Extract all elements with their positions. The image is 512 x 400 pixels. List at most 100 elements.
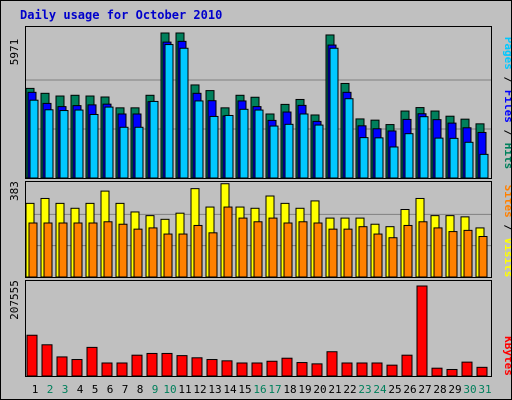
day-label: 7 (122, 383, 129, 396)
bar-pages (254, 109, 264, 179)
bar-kbytes (116, 362, 128, 377)
bar-sites (88, 222, 98, 278)
bar-sites (343, 228, 353, 278)
bar-sites (103, 221, 113, 278)
bar-sites (448, 231, 458, 278)
bar-kbytes (236, 362, 248, 377)
bar-kbytes (56, 356, 68, 377)
day-label: 1 (32, 383, 39, 396)
bar-sites (223, 206, 233, 278)
day-label: 20 (313, 383, 326, 396)
legend-files: Files (502, 90, 511, 123)
bar-pages (164, 44, 174, 179)
bar-sites (418, 221, 428, 278)
bar-kbytes (386, 364, 398, 377)
day-label: 31 (478, 383, 491, 396)
legend-kbytes: KBytes (502, 336, 511, 376)
day-label: 4 (77, 383, 84, 396)
bar-kbytes (416, 285, 428, 377)
bar-sites (148, 227, 158, 278)
kbytes-panel: 207555 KBytes (8, 280, 511, 377)
day-label: 14 (223, 383, 237, 396)
y-tick-visits: 383 (8, 181, 21, 201)
bar-sites (463, 229, 473, 278)
legend-hits: Hits (502, 143, 511, 170)
bar-pages (299, 113, 309, 179)
bar-sites (58, 222, 68, 278)
bar-pages (239, 108, 249, 179)
bar-sites (298, 221, 308, 278)
bar-pages (419, 116, 429, 179)
bar-pages (329, 47, 339, 179)
bar-pages (464, 141, 474, 179)
bar-sites (193, 224, 203, 278)
day-label: 15 (238, 383, 251, 396)
y-tick-kbytes: 207555 (8, 280, 21, 320)
day-label: 2 (47, 383, 54, 396)
bar-kbytes (131, 354, 143, 377)
bar-sites (328, 228, 338, 278)
bar-pages (224, 114, 234, 179)
day-label: 24 (373, 383, 387, 396)
day-label: 10 (163, 383, 176, 396)
bar-sites (283, 222, 293, 278)
bar-kbytes (371, 362, 383, 377)
bar-kbytes (191, 357, 203, 377)
bar-kbytes (176, 355, 188, 377)
day-label: 3 (62, 383, 69, 396)
bar-pages (104, 106, 114, 179)
bar-kbytes (281, 357, 293, 377)
bar-pages (284, 123, 294, 179)
bar-pages (209, 115, 219, 179)
bar-kbytes (266, 360, 278, 377)
bar-kbytes (251, 362, 263, 377)
bar-pages (449, 137, 459, 179)
bar-kbytes (461, 361, 473, 377)
bar-sites (373, 233, 383, 278)
day-label: 30 (463, 383, 476, 396)
bar-pages (74, 109, 84, 179)
legend-separator: / (502, 218, 511, 238)
bar-sites (43, 222, 53, 278)
bar-kbytes (86, 346, 98, 377)
bar-pages (404, 133, 414, 179)
bar-kbytes (26, 334, 38, 377)
visits-panel: 383 Sites / Visits (8, 181, 511, 278)
bar-sites (478, 236, 488, 278)
legend-separator: / (502, 70, 511, 90)
bar-kbytes (71, 359, 83, 377)
bar-pages (149, 100, 159, 179)
bar-kbytes (221, 360, 233, 377)
bar-pages (359, 137, 369, 179)
day-label: 17 (268, 383, 281, 396)
day-label: 13 (208, 383, 221, 396)
hits-panel: 5971 Pages / Files / Hits (8, 26, 511, 179)
bar-pages (389, 146, 399, 179)
bar-kbytes (206, 359, 218, 377)
bar-kbytes (296, 362, 308, 377)
bar-sites (403, 224, 413, 278)
bar-pages (59, 110, 69, 179)
bar-pages (314, 124, 324, 179)
x-axis-day-labels: 1 2 3 4 5 6 7 8 9 10 11 12 13 14 15 16 17 18 19 20 21 22 23 24 2… (32, 383, 492, 396)
bar-sites (208, 232, 218, 278)
bar-sites (388, 237, 398, 278)
day-label: 21 (328, 383, 341, 396)
bar-pages (134, 126, 144, 179)
day-label: 11 (178, 383, 191, 396)
bar-sites (178, 233, 188, 278)
bar-kbytes (446, 368, 458, 377)
bar-sites (268, 217, 278, 278)
bar-sites (133, 228, 143, 278)
legend-separator: / (502, 123, 511, 143)
day-label: 29 (448, 383, 461, 396)
bar-sites (358, 226, 368, 278)
bar-kbytes (341, 362, 353, 377)
day-label: 19 (298, 383, 311, 396)
bar-sites (73, 222, 83, 278)
bar-pages (434, 137, 444, 179)
bar-pages (29, 99, 39, 179)
legend-visits: Visits (502, 238, 511, 278)
bar-pages (179, 47, 189, 179)
day-label: 12 (193, 383, 206, 396)
